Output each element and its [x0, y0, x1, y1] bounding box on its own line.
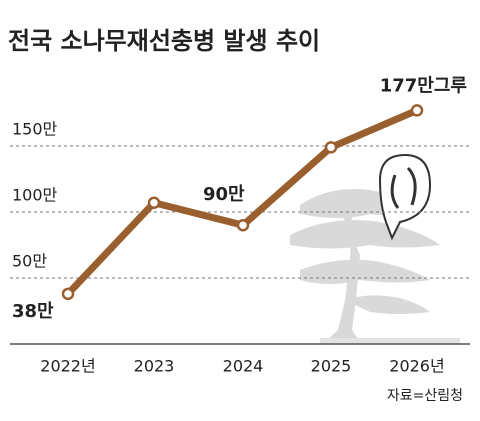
x-tick-label: 2023 [134, 357, 175, 376]
value-label: 38만 [12, 301, 54, 322]
y-tick-label: 50만 [12, 252, 47, 271]
logo-icon [378, 153, 432, 241]
point [61, 287, 75, 301]
x-tick-label: 2024 [223, 357, 264, 376]
x-tick-label: 2022년 [40, 357, 95, 376]
source: 자료=산림청 [387, 388, 463, 404]
y-tick-label: 150만 [12, 120, 58, 139]
x-tick-label: 2026년 [389, 357, 444, 376]
value-label: 177만그루 [380, 75, 467, 96]
x-tick-label: 2025 [311, 357, 352, 376]
y-tick-label: 100만 [12, 186, 58, 205]
point [324, 141, 338, 154]
tree-illustration [290, 189, 460, 344]
chart-title: 전국 소나무재선충병 발생 추이 [8, 27, 320, 55]
point [147, 196, 161, 210]
point [236, 218, 250, 232]
value-label: 90만 [203, 184, 245, 205]
point [410, 104, 424, 117]
